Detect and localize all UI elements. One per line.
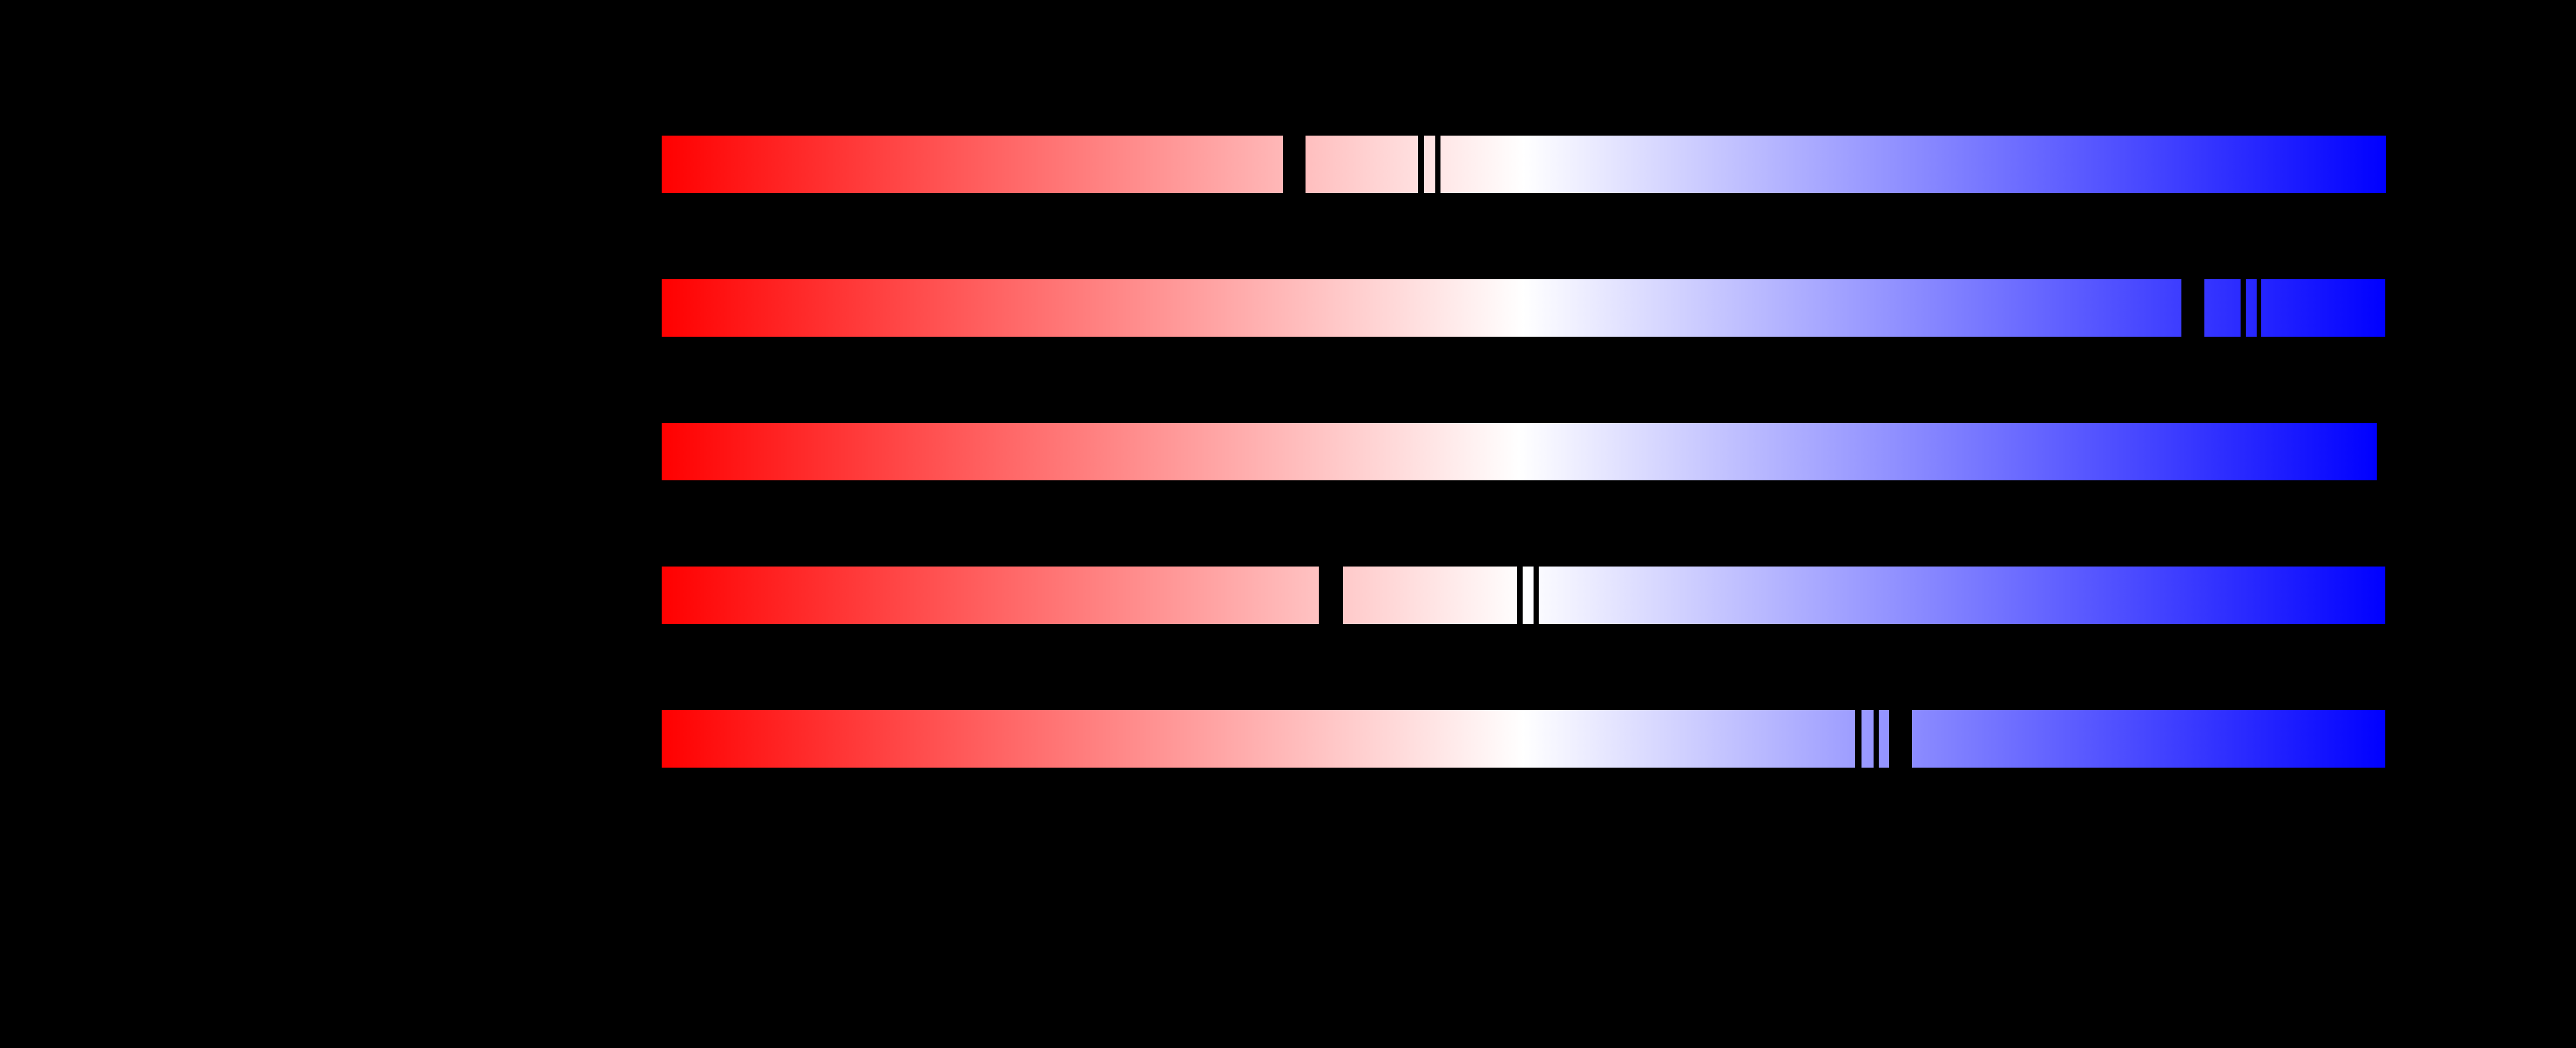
value-marker-wide: [1889, 710, 1912, 768]
gradient-bar-row-5: [662, 710, 2385, 768]
value-marker-thin: [1534, 567, 1539, 624]
value-marker-thin: [1517, 567, 1523, 624]
gradient-bar-row-1: [662, 136, 2386, 193]
value-marker-thin: [1418, 136, 1424, 193]
value-marker-thin: [1435, 136, 1440, 193]
value-marker-thin: [1855, 710, 1861, 768]
gradient-bar-row-3: [662, 423, 2377, 480]
value-marker-thin: [2257, 279, 2261, 337]
gradient-bar-row-4: [662, 567, 2385, 624]
value-marker-wide: [1283, 136, 1306, 193]
value-marker-wide: [1319, 567, 1343, 624]
gradient-bar-row-2: [662, 279, 2385, 337]
value-marker-thin: [1874, 710, 1879, 768]
value-marker-wide: [2181, 279, 2204, 337]
value-marker-thin: [2241, 279, 2246, 337]
